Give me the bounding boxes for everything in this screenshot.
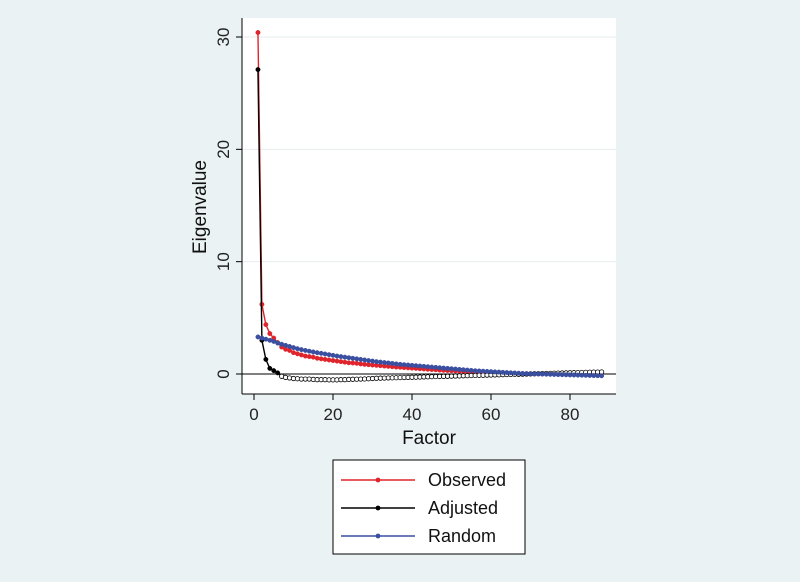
legend-entry-adjusted: Adjusted	[341, 498, 498, 518]
data-point-random	[358, 356, 364, 362]
data-point-random	[326, 352, 332, 358]
data-point-adjusted	[263, 356, 269, 362]
x-tick-label: 0	[249, 405, 258, 424]
legend-swatch-marker	[375, 477, 381, 483]
legend-swatch-marker	[375, 533, 381, 539]
legend: Observed Adjusted Random	[332, 459, 526, 555]
data-point-observed	[338, 359, 344, 365]
data-point-observed	[263, 322, 269, 328]
data-point-random	[302, 347, 308, 353]
y-tick-label: 30	[214, 28, 233, 47]
data-point-random	[374, 359, 379, 365]
data-point-random	[366, 358, 371, 363]
y-tick-label: 20	[214, 140, 233, 159]
data-point-observed	[334, 358, 340, 364]
data-point-observed	[318, 356, 324, 362]
x-tick-label: 20	[324, 405, 343, 424]
data-point-random	[354, 356, 360, 362]
data-point-random	[295, 346, 300, 352]
data-point-random	[389, 360, 395, 366]
data-point-random	[393, 361, 399, 367]
data-point-random	[306, 348, 312, 354]
x-tick-label: 40	[403, 405, 422, 424]
legend-entries: Observed Adjusted Random	[341, 470, 506, 546]
grid-lines	[242, 36, 616, 263]
data-point-random	[370, 358, 375, 364]
data-point-random	[362, 357, 368, 363]
x-axis-title: Factor	[402, 428, 457, 449]
data-point-random	[599, 373, 605, 379]
data-point-random	[314, 350, 320, 356]
legend-entry-random: Random	[341, 526, 496, 546]
data-point-random	[318, 350, 324, 356]
data-point-random	[342, 354, 348, 360]
series-random	[255, 334, 605, 379]
data-point-random	[350, 355, 356, 361]
x-tick-label: 60	[482, 405, 501, 424]
x-tick-label: 80	[561, 405, 580, 424]
data-point-random	[322, 351, 328, 357]
data-point-random	[338, 354, 344, 360]
data-point-observed	[255, 30, 261, 35]
data-point-random	[330, 352, 336, 358]
data-point-random	[298, 347, 304, 353]
data-point-observed	[326, 357, 332, 363]
data-point-random	[377, 359, 383, 365]
data-point-observed	[306, 354, 312, 360]
plot-area	[242, 18, 616, 394]
y-axis-title: Eigenvalue	[190, 160, 211, 254]
data-point-observed	[342, 359, 348, 365]
data-point-adjusted	[275, 370, 281, 376]
y-tick-label: 0	[214, 369, 233, 378]
legend-label: Observed	[428, 470, 506, 490]
data-point-observed	[354, 360, 360, 366]
data-point-random	[381, 360, 387, 365]
data-point-observed	[330, 358, 336, 363]
legend-entry-observed: Observed	[341, 470, 506, 490]
data-point-random	[334, 353, 340, 359]
data-point-observed	[302, 353, 308, 359]
data-point-observed	[322, 356, 328, 362]
data-point-observed	[358, 361, 364, 367]
legend-box	[332, 459, 526, 555]
data-point-observed	[267, 331, 273, 337]
y-tick-label: 10	[214, 252, 233, 271]
axes: 0 10 20 30 0 20 40 60 80	[214, 18, 616, 424]
data-point-adjusted	[255, 67, 261, 73]
data-point-random	[385, 360, 391, 366]
data-point-random	[346, 355, 352, 361]
legend-swatch-marker	[375, 505, 381, 511]
data-point-adjusted	[271, 368, 277, 374]
legend-label: Random	[428, 526, 496, 546]
data-point-observed	[314, 355, 320, 361]
data-point-adjusted	[267, 365, 273, 371]
series-layer	[255, 30, 605, 383]
legend-label: Adjusted	[428, 498, 498, 518]
data-point-random	[310, 349, 316, 355]
